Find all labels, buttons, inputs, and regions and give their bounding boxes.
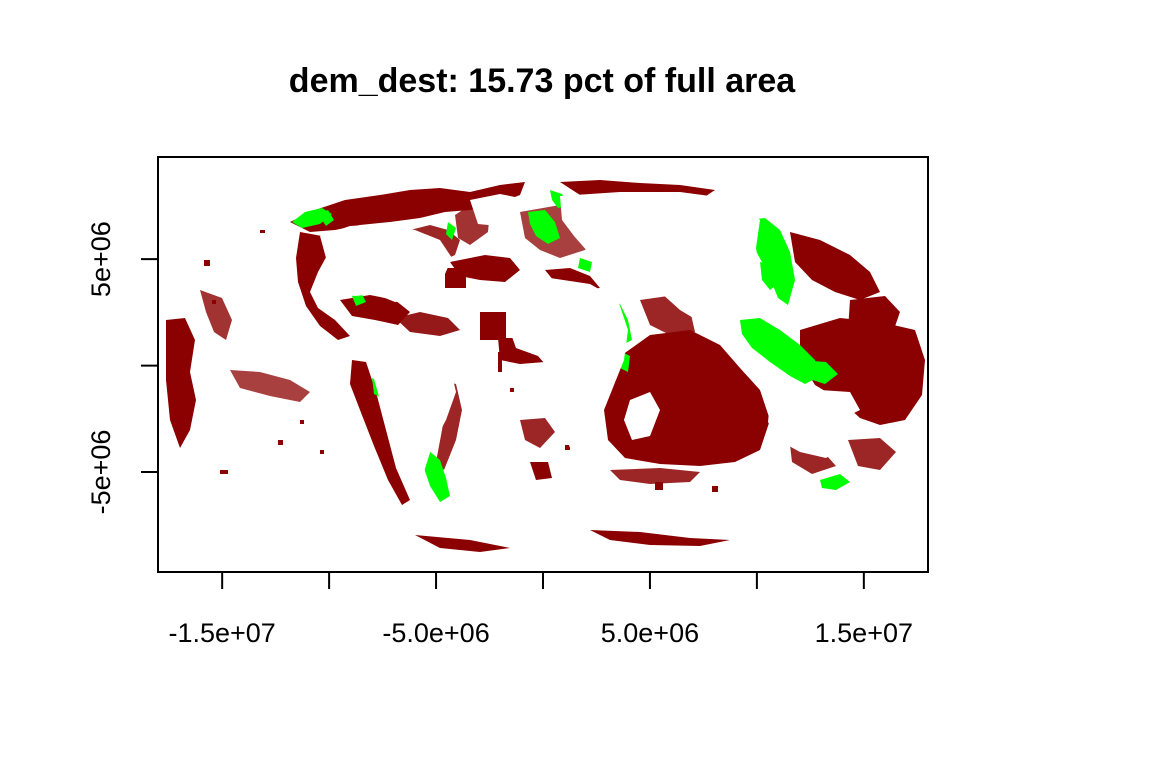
x-tick-label: 5.0e+06: [601, 618, 699, 648]
green-region-med: [578, 258, 592, 272]
green-region-indonesia: [800, 360, 838, 384]
red-region-caribbean: [395, 312, 460, 336]
red-region-e-pacific-arc: [200, 290, 232, 340]
red-pixel: [655, 482, 663, 490]
red-region-w-pacific: [800, 318, 925, 425]
green-region-china-sea: [760, 262, 780, 290]
red-region-s-atlantic: [520, 418, 555, 448]
green-cells-layer: [292, 190, 850, 502]
land-australia: [768, 396, 852, 458]
red-pixel: [220, 470, 228, 474]
red-region-sa-west: [350, 360, 410, 505]
land-south-america: [370, 342, 456, 502]
green-region-sa-south: [424, 450, 450, 502]
raster-cells: [166, 180, 925, 552]
green-region-bering: [318, 210, 334, 226]
green-region-nz: [820, 474, 850, 490]
land-eurasia: [560, 192, 760, 322]
x-tick-label: -1.5e+07: [168, 618, 275, 648]
red-region-s-atl-2: [530, 462, 552, 480]
red-pixel: [712, 486, 718, 492]
red-region-n-atlantic: [450, 255, 520, 282]
red-region-canada-arctic: [290, 182, 525, 232]
green-region-atlantic-coast: [446, 222, 456, 240]
red-pixel: [212, 300, 216, 304]
red-region-s-ocean-band: [610, 468, 700, 484]
red-region-tasman: [848, 438, 896, 470]
red-region-n-atl-block: [445, 268, 466, 288]
green-region-gulf: [352, 294, 366, 306]
red-region-nw-pacific: [790, 232, 880, 300]
red-pixel: [320, 450, 324, 454]
red-region-madagascar-channel: [624, 392, 660, 440]
red-pixel: [498, 352, 502, 372]
land-antarctic-gap: [430, 520, 720, 530]
red-region-e-pacific-left: [166, 318, 196, 448]
y-axis: 5e+06 -5e+06: [86, 221, 158, 514]
land-greenland: [470, 194, 520, 226]
red-region-antarctic-strip-2: [590, 530, 730, 546]
land-africa: [506, 278, 628, 452]
red-region-pacific-ridge: [230, 370, 310, 402]
x-axis: -1.5e+07 -5.0e+06 5.0e+06 1.5e+07: [168, 572, 913, 648]
green-region-n-sea: [528, 210, 560, 244]
plot-title: dem_dest: 15.73 pct of full area: [289, 62, 796, 100]
y-tick-label: 5e+06: [86, 221, 116, 297]
red-pixel: [260, 230, 265, 233]
red-pixel: [300, 420, 304, 424]
y-tick-label: -5e+06: [86, 430, 116, 515]
land-masses: [320, 192, 852, 530]
x-tick-label: 1.5e+07: [815, 618, 913, 648]
red-region-sa-east: [436, 380, 462, 470]
red-region-mid-atl-block: [480, 312, 506, 340]
red-region-nw-pacific-arc: [296, 232, 350, 340]
red-pixel: [204, 260, 210, 266]
land-north-america: [320, 224, 452, 302]
red-pixel: [510, 388, 514, 392]
red-pixel: [565, 445, 570, 450]
x-tick-label: -5.0e+06: [382, 618, 489, 648]
green-region-e-asia: [748, 218, 795, 305]
green-region-se-asia: [740, 318, 820, 384]
red-region-antarctic-strip-1: [415, 535, 510, 552]
red-pixel: [278, 440, 283, 445]
